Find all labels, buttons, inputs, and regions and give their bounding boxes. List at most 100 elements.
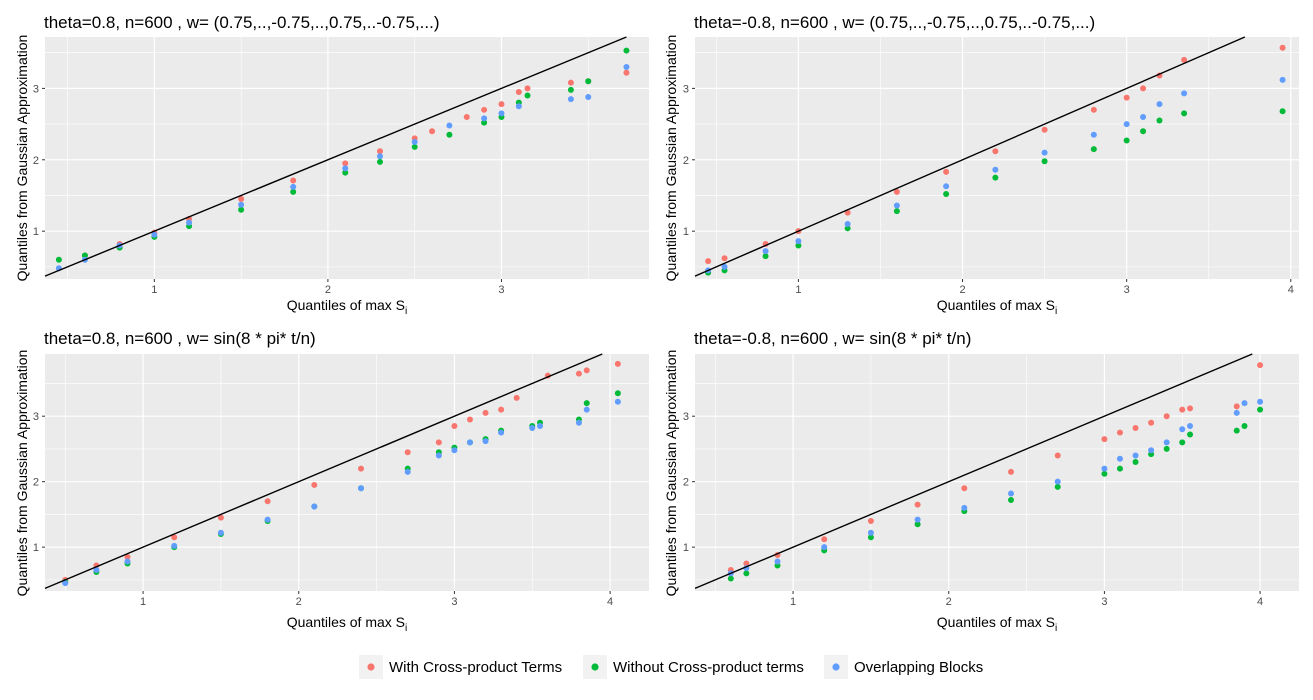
point-series-1 xyxy=(893,188,900,195)
panel-2-x-ticks: 1 2 3 4 xyxy=(795,279,1294,296)
point-series-1 xyxy=(1132,424,1139,431)
point-series-3 xyxy=(774,558,781,565)
point-series-3 xyxy=(498,110,505,117)
point-series-1 xyxy=(482,409,489,416)
panel-2: theta=-0.8, n=600 , w= (0.75,..,-0.75,..… xyxy=(663,13,1299,317)
point-series-3 xyxy=(446,122,453,129)
point-series-3 xyxy=(614,398,621,405)
point-series-1 xyxy=(1179,406,1186,413)
point-series-2 xyxy=(1233,427,1240,434)
point-series-2 xyxy=(55,256,62,263)
legend: With Cross-product Terms Without Cross-p… xyxy=(359,655,983,679)
point-series-2 xyxy=(446,131,453,138)
point-series-3 xyxy=(404,468,411,475)
point-series-2 xyxy=(623,47,630,54)
point-series-2 xyxy=(914,521,921,528)
point-series-2 xyxy=(1187,431,1194,438)
point-series-1 xyxy=(943,168,950,175)
point-series-3 xyxy=(376,153,383,160)
x-tick-label: 1 xyxy=(140,596,146,608)
x-tick-label: 4 xyxy=(1288,284,1294,296)
point-series-1 xyxy=(404,449,411,456)
point-series-2 xyxy=(1156,117,1163,124)
point-series-3 xyxy=(529,424,536,431)
point-series-3 xyxy=(1156,101,1163,108)
point-series-2 xyxy=(943,191,950,198)
point-series-1 xyxy=(124,553,131,560)
point-series-1 xyxy=(1101,436,1108,443)
point-series-3 xyxy=(567,96,574,103)
panel-2-x-axis-label-subscript: i xyxy=(1055,306,1057,317)
point-series-1 xyxy=(524,85,531,92)
point-series-2 xyxy=(1181,110,1188,117)
point-series-1 xyxy=(1148,419,1155,426)
point-series-1 xyxy=(481,106,488,113)
point-series-1 xyxy=(1140,85,1147,92)
point-series-3 xyxy=(466,439,473,446)
point-series-3 xyxy=(893,202,900,209)
point-series-2 xyxy=(1008,496,1015,503)
point-series-3 xyxy=(1008,490,1015,497)
x-tick-label: 2 xyxy=(959,284,965,296)
panel-2-reference-line xyxy=(694,36,1246,277)
point-series-1 xyxy=(429,128,436,135)
panel-3-y-ticks: 1 2 3 xyxy=(33,411,45,554)
panel-1-x-axis-label: Quantiles of max Si xyxy=(287,297,408,317)
point-series-1 xyxy=(435,439,442,446)
point-series-1 xyxy=(1279,44,1286,51)
point-series-2 xyxy=(614,390,621,397)
y-tick-label: 2 xyxy=(683,477,689,489)
legend-item-3-swatch xyxy=(832,663,840,671)
panel-1-reference-line xyxy=(44,36,627,277)
y-tick-label: 2 xyxy=(33,155,39,167)
point-series-1 xyxy=(171,534,178,541)
point-series-3 xyxy=(1123,121,1130,128)
point-series-3 xyxy=(498,429,505,436)
y-tick-label: 3 xyxy=(33,411,39,423)
panel-2-y-axis-label: Quantiles from Gaussian Approximation xyxy=(663,35,679,282)
point-series-1 xyxy=(1090,106,1097,113)
y-tick-label: 3 xyxy=(683,83,689,95)
point-series-1 xyxy=(498,101,505,108)
point-series-1 xyxy=(342,160,349,167)
panel-2-x-axis-label: Quantiles of max Si xyxy=(937,297,1058,317)
legend-item-2-label: Without Cross-product terms xyxy=(613,659,804,676)
panel-3-points xyxy=(62,360,621,587)
point-series-1 xyxy=(311,481,318,488)
point-series-2 xyxy=(238,206,245,213)
x-tick-label: 3 xyxy=(1124,284,1130,296)
panel-3-x-axis-label-subscript: i xyxy=(405,623,407,634)
point-series-2 xyxy=(411,143,418,150)
panel-1-title: theta=0.8, n=600 , w= (0.75,..,-0.75,..,… xyxy=(44,13,440,32)
point-series-3 xyxy=(62,580,69,587)
point-series-3 xyxy=(1041,149,1048,156)
point-series-1 xyxy=(1041,126,1048,133)
point-series-2 xyxy=(1179,439,1186,446)
panel-3-title: theta=0.8, n=600 , w= sin(8 * pi* t/n) xyxy=(44,329,316,348)
x-tick-label: 3 xyxy=(1101,596,1107,608)
point-series-1 xyxy=(821,536,828,543)
x-tick-label: 1 xyxy=(795,284,801,296)
point-series-3 xyxy=(171,542,178,549)
point-series-3 xyxy=(451,447,458,454)
point-series-3 xyxy=(1257,398,1264,405)
panel-1-x-axis-label-main: Quantiles of max S xyxy=(287,297,405,313)
point-series-1 xyxy=(466,416,473,423)
point-series-2 xyxy=(1132,459,1139,466)
point-series-3 xyxy=(1090,131,1097,138)
point-series-3 xyxy=(1181,90,1188,97)
legend-item-1-label: With Cross-product Terms xyxy=(389,659,562,676)
point-series-1 xyxy=(238,196,245,203)
point-series-3 xyxy=(151,231,158,238)
panel-1-y-ticks: 1 2 3 xyxy=(33,83,45,238)
point-series-2 xyxy=(81,252,88,259)
point-series-3 xyxy=(1187,423,1194,430)
point-series-3 xyxy=(411,138,418,145)
point-series-1 xyxy=(614,360,621,367)
panel-3-x-ticks: 1 2 3 4 xyxy=(140,591,613,608)
panel-3-plot-background xyxy=(45,354,649,591)
point-series-1 xyxy=(705,258,712,265)
point-series-3 xyxy=(481,115,488,122)
panel-4-x-axis-label-main: Quantiles of max S xyxy=(937,614,1055,630)
point-series-3 xyxy=(515,103,522,110)
